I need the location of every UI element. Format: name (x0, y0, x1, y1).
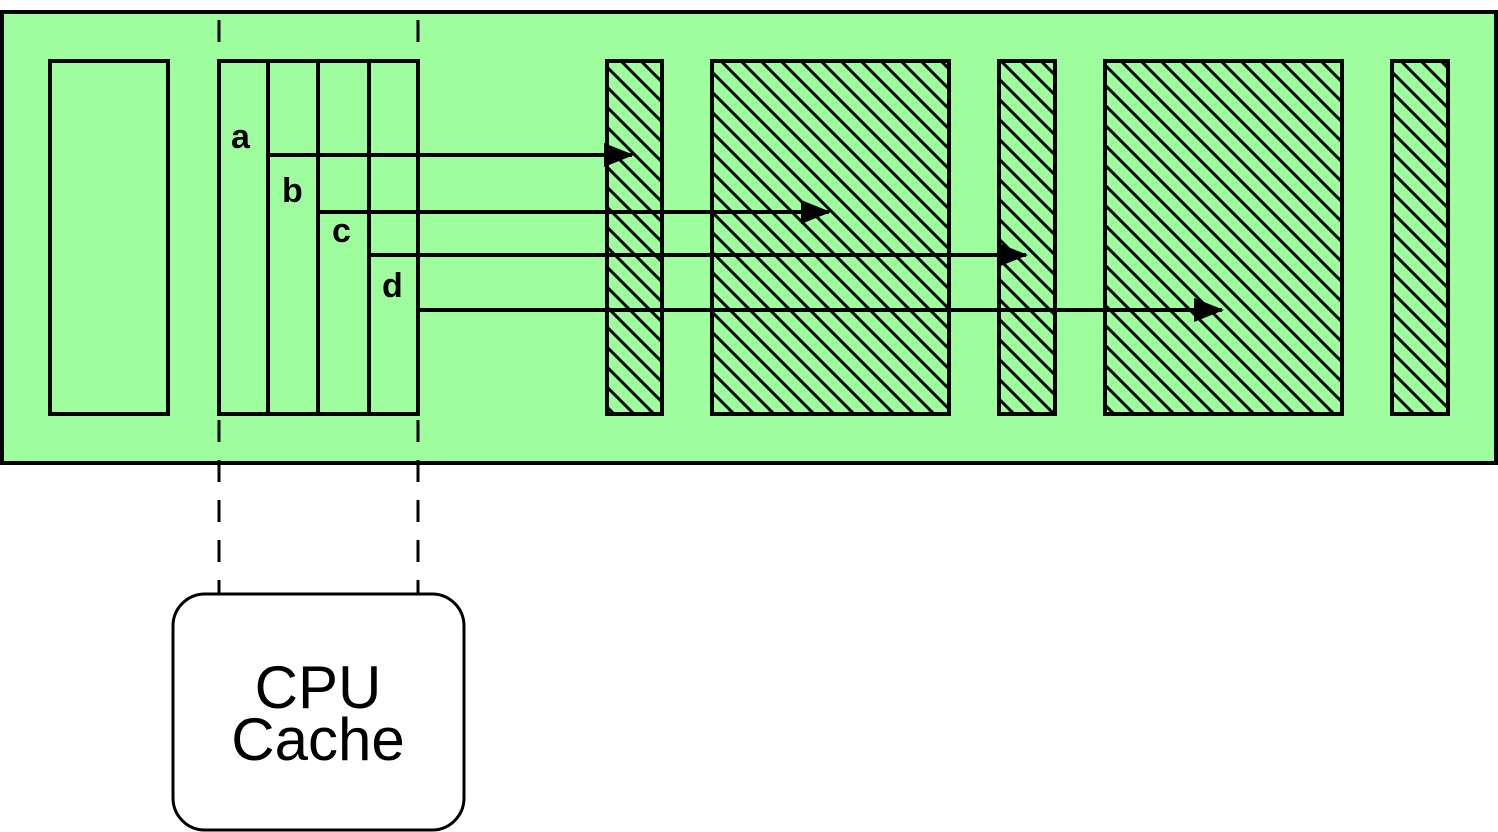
memory-block (48, 59, 170, 416)
slot-label-d: d (382, 267, 403, 305)
cpu-cache-box (171, 592, 466, 832)
slot-label-c: c (332, 212, 351, 250)
cached-block (217, 59, 420, 416)
cache-slot-d (367, 59, 420, 416)
slot-label-a: a (231, 118, 251, 156)
cache-projection-lines (217, 20, 420, 594)
cpu-cache-label-line2: Cache (231, 706, 404, 773)
pointer-arrows (268, 143, 1224, 322)
hatched-blocks (605, 59, 1450, 416)
cache-slot-b (266, 59, 320, 416)
cpu-cache-label-line1: CPU (255, 654, 382, 721)
slot-label-b: b (282, 172, 303, 210)
cache-slot-a (217, 59, 270, 416)
cache-slot-c (316, 59, 371, 416)
